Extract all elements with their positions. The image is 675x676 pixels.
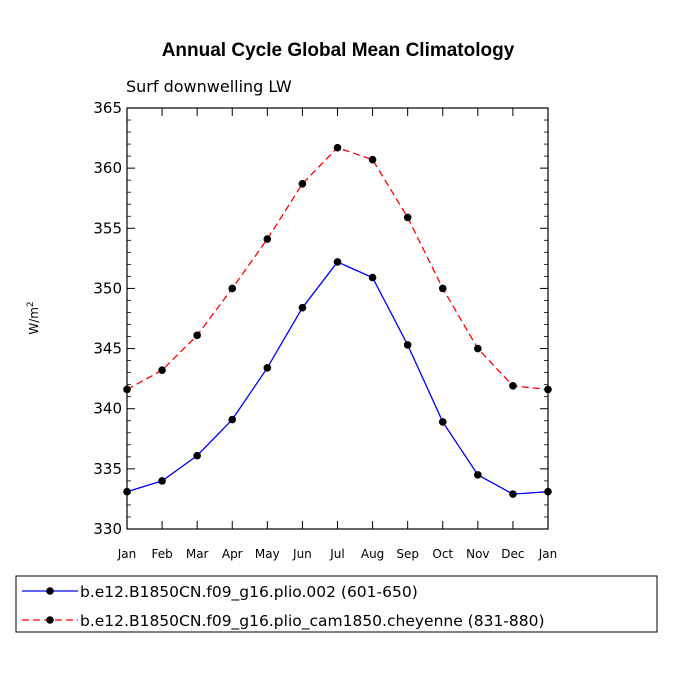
data-point-series-2 [368,155,377,164]
chart-subtitle: Surf downwelling LW [126,77,292,96]
series-layer [123,143,552,498]
legend-label-2: b.e12.B1850CN.f09_g16.plio_cam1850.cheye… [80,612,545,631]
y-axis-label-superscript: 2 [26,301,36,307]
series-line-2 [126,146,549,391]
legend-marker-2 [46,616,54,624]
plot-frame [126,107,549,530]
y-tick-label: 350 [93,279,122,297]
y-tick-label: 330 [93,520,122,538]
data-point-series-1 [298,303,307,312]
x-tick-label: Aug [361,547,384,561]
data-point-series-1 [263,364,272,372]
x-tick-label: Feb [151,547,172,561]
legend-box [15,575,658,633]
y-axis-ticks: 330 335 340 345 350 355 360 365 [93,99,548,538]
data-point-series-2 [474,344,482,353]
y-tick-label: 365 [93,99,122,117]
data-point-series-2 [123,385,131,394]
data-point-series-2 [438,284,447,293]
chart-title: Annual Cycle Global Mean Climatology [162,40,515,61]
plot-axes [126,107,549,530]
data-point-series-1 [123,487,131,496]
x-tick-label: Jan [117,547,137,561]
x-axis-ticks: Jan Feb Mar Apr May Jun Jul Aug Sep Oct Nov Dec Jan [117,108,558,561]
y-axis-label: W/m2 [26,301,41,334]
y-tick-label: 345 [93,340,122,358]
data-point-series-1 [368,273,377,282]
x-tick-label: Mar [186,547,209,561]
y-tick-label: 340 [93,400,122,418]
x-tick-label: Apr [222,547,243,561]
legend-marker-1 [46,587,54,595]
data-point-series-2 [193,331,201,340]
legend-entry-2: b.e12.B1850CN.f09_g16.plio_cam1850.cheye… [22,612,545,631]
data-point-series-2 [158,366,166,375]
legend: b.e12.B1850CN.f09_g16.plio.002 (601-650)… [15,575,658,633]
x-tick-label: Jul [329,547,344,561]
legend-entry-1: b.e12.B1850CN.f09_g16.plio.002 (601-650) [22,583,418,602]
data-point-series-2 [544,385,552,394]
data-point-series-2 [228,284,237,293]
data-point-series-1 [509,490,517,498]
series-line-1 [126,261,549,495]
x-tick-label: Sep [396,547,419,561]
data-point-series-2 [263,235,272,243]
x-tick-label: May [255,547,280,561]
y-tick-label: 335 [93,460,122,478]
x-tick-label: Nov [466,547,489,561]
data-point-series-1 [333,258,342,266]
data-point-series-1 [158,477,166,485]
data-point-series-2 [403,213,412,222]
data-point-series-2 [509,382,517,390]
data-point-series-1 [228,415,237,424]
data-point-series-1 [193,451,201,460]
data-point-series-2 [298,179,307,188]
legend-label-1: b.e12.B1850CN.f09_g16.plio.002 (601-650) [80,583,418,602]
data-point-series-1 [474,471,482,479]
data-point-series-1 [438,418,447,426]
y-tick-label: 355 [93,219,122,237]
data-point-series-1 [544,487,552,496]
y-axis-label-text: W/m [27,307,41,335]
x-tick-label: Jun [292,547,312,561]
x-tick-label: Dec [501,547,524,561]
x-tick-label: Jan [538,547,558,561]
y-tick-label: 360 [93,159,122,177]
data-point-series-2 [333,143,342,152]
data-point-series-1 [403,341,412,349]
x-tick-label: Oct [432,547,453,561]
